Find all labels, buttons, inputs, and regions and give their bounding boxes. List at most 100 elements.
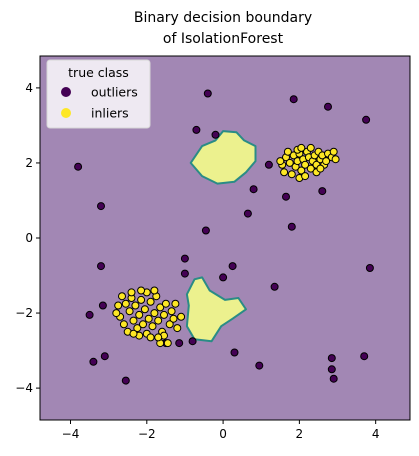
- inlier-region-1: [189, 130, 257, 185]
- inlier-point: [329, 147, 338, 156]
- x-tick-label: 0: [219, 427, 227, 441]
- inlier-point: [129, 329, 138, 338]
- inlier-point: [148, 322, 157, 331]
- inlier-point: [161, 299, 170, 308]
- inlier-point: [173, 324, 182, 333]
- inlier-point: [154, 333, 163, 342]
- outlier-point: [249, 185, 258, 194]
- x-tick-label: −2: [138, 427, 156, 441]
- inlier-point: [154, 316, 163, 325]
- inlier-point: [139, 320, 147, 329]
- inlier-point: [177, 312, 186, 321]
- outlier-point: [89, 357, 98, 366]
- inlier-point: [165, 320, 174, 329]
- outlier-point: [74, 162, 83, 171]
- legend: true class outliers inliers: [46, 59, 151, 129]
- outlier-point: [255, 361, 264, 370]
- inlier-point: [301, 160, 310, 169]
- x-tick-label: −4: [62, 427, 80, 441]
- inlier-point: [150, 286, 159, 295]
- y-tick-label: 4: [25, 81, 33, 95]
- outlier-point: [360, 352, 369, 361]
- inlier-point: [280, 168, 289, 177]
- legend-label-outliers: outliers: [91, 85, 138, 100]
- inlier-point: [119, 320, 128, 329]
- outlier-point: [327, 365, 336, 374]
- inlier-point: [283, 147, 292, 156]
- outlier-point: [324, 102, 332, 111]
- outlier-point: [201, 226, 210, 235]
- inlier-point: [121, 299, 130, 308]
- inlier-point: [316, 164, 325, 173]
- inlier-point: [150, 309, 159, 318]
- inlier-point: [135, 310, 144, 319]
- outlier-point: [211, 130, 220, 139]
- chart-title-line-1: Binary decision boundary: [134, 10, 312, 26]
- inlier-point: [133, 324, 142, 333]
- outlier-point: [180, 254, 189, 263]
- inlier-point: [297, 166, 306, 175]
- outlier-point: [365, 264, 374, 272]
- inlier-point: [125, 307, 134, 316]
- inlier-point: [160, 310, 168, 319]
- inlier-point: [169, 314, 178, 323]
- outlier-point: [97, 262, 105, 271]
- inlier-point: [167, 307, 176, 316]
- inlier-point: [137, 286, 146, 295]
- outlier-point: [219, 273, 228, 282]
- legend-marker-inliers: [61, 108, 71, 118]
- inlier-point: [276, 157, 285, 166]
- outlier-point: [264, 160, 273, 169]
- legend-label-inliers: inliers: [91, 106, 129, 121]
- inlier-point: [171, 299, 180, 308]
- y-tick-label: −2: [15, 306, 33, 320]
- outlier-point: [243, 209, 252, 218]
- inlier-point: [146, 297, 155, 306]
- outlier-point: [289, 95, 298, 104]
- axes: −4 −2 0 2 4 −4 −2 0 2 4: [15, 55, 411, 441]
- inlier-point: [114, 301, 123, 310]
- inlier-point: [118, 292, 126, 301]
- inlier-point: [129, 316, 138, 325]
- inlier-point: [285, 158, 294, 167]
- inlier-point: [140, 305, 149, 314]
- outlier-point: [362, 115, 371, 124]
- outlier-point: [121, 376, 130, 385]
- inlier-point: [297, 143, 306, 152]
- outlier-point: [85, 310, 94, 319]
- inlier-point: [163, 339, 172, 348]
- inlier-point: [306, 164, 315, 173]
- inlier-point: [301, 172, 310, 181]
- outlier-point: [203, 89, 212, 98]
- y-tick-label: −4: [15, 381, 33, 395]
- outlier-point: [188, 337, 197, 346]
- outlier-point: [228, 262, 237, 271]
- outlier-point: [318, 187, 327, 196]
- inlier-point: [146, 333, 155, 342]
- inlier-point: [287, 170, 296, 179]
- y-tick-label: 2: [25, 156, 33, 170]
- inlier-point: [156, 303, 165, 312]
- inlier-point: [137, 295, 146, 304]
- outlier-point: [192, 125, 201, 134]
- outlier-point: [282, 192, 290, 201]
- outlier-point: [180, 269, 189, 278]
- inlier-point: [127, 288, 136, 297]
- outlier-point: [175, 339, 184, 348]
- outlier-point: [329, 374, 338, 383]
- outlier-point: [327, 354, 336, 363]
- outlier-point: [230, 348, 239, 357]
- x-tick-label: 4: [372, 427, 380, 441]
- legend-marker-outliers: [61, 87, 71, 97]
- inlier-point: [112, 309, 121, 318]
- outlier-point: [287, 222, 296, 231]
- inlier-point: [322, 157, 331, 166]
- chart-title-line-2: of IsolationForest: [163, 31, 284, 47]
- legend-box: [46, 59, 151, 129]
- inlier-point: [131, 301, 140, 310]
- outlier-point: [270, 282, 279, 291]
- outlier-point: [98, 301, 107, 310]
- y-tick-label: 0: [25, 231, 33, 245]
- x-tick-label: 2: [296, 427, 304, 441]
